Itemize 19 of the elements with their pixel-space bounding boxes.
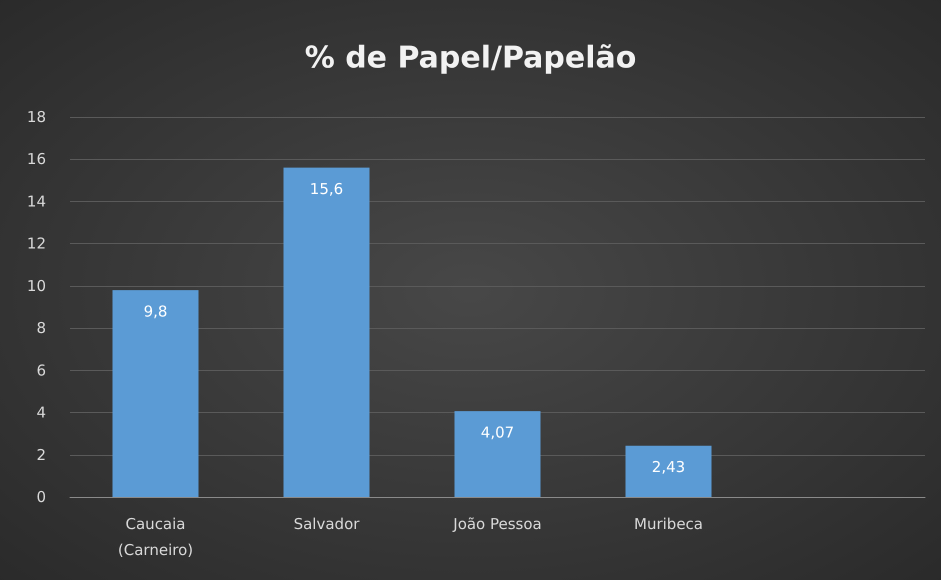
- data-label: 4,07: [480, 424, 514, 442]
- x-tick-label: Salvador: [294, 515, 360, 533]
- data-label: 2,43: [652, 458, 686, 476]
- y-tick-label: 14: [26, 192, 46, 210]
- y-tick-label: 10: [26, 276, 46, 295]
- data-label: 15,6: [310, 180, 344, 198]
- y-tick-label: 2: [36, 446, 46, 464]
- y-tick-label: 6: [36, 361, 46, 380]
- y-tick-label: 16: [26, 150, 46, 168]
- y-tick-label: 12: [26, 234, 46, 253]
- y-tick-label: 8: [36, 319, 46, 338]
- x-tick-label: Caucaia (Carneiro): [118, 515, 194, 559]
- chart-title: % de Papel/Papelão: [304, 40, 636, 76]
- x-tick-label: Muribeca: [634, 515, 703, 533]
- y-tick-label: 18: [26, 108, 46, 126]
- data-label: 9,8: [144, 302, 168, 321]
- y-tick-label: 4: [36, 404, 46, 422]
- x-tick-label: João Pessoa: [452, 515, 542, 533]
- y-tick-label: 0: [36, 488, 46, 506]
